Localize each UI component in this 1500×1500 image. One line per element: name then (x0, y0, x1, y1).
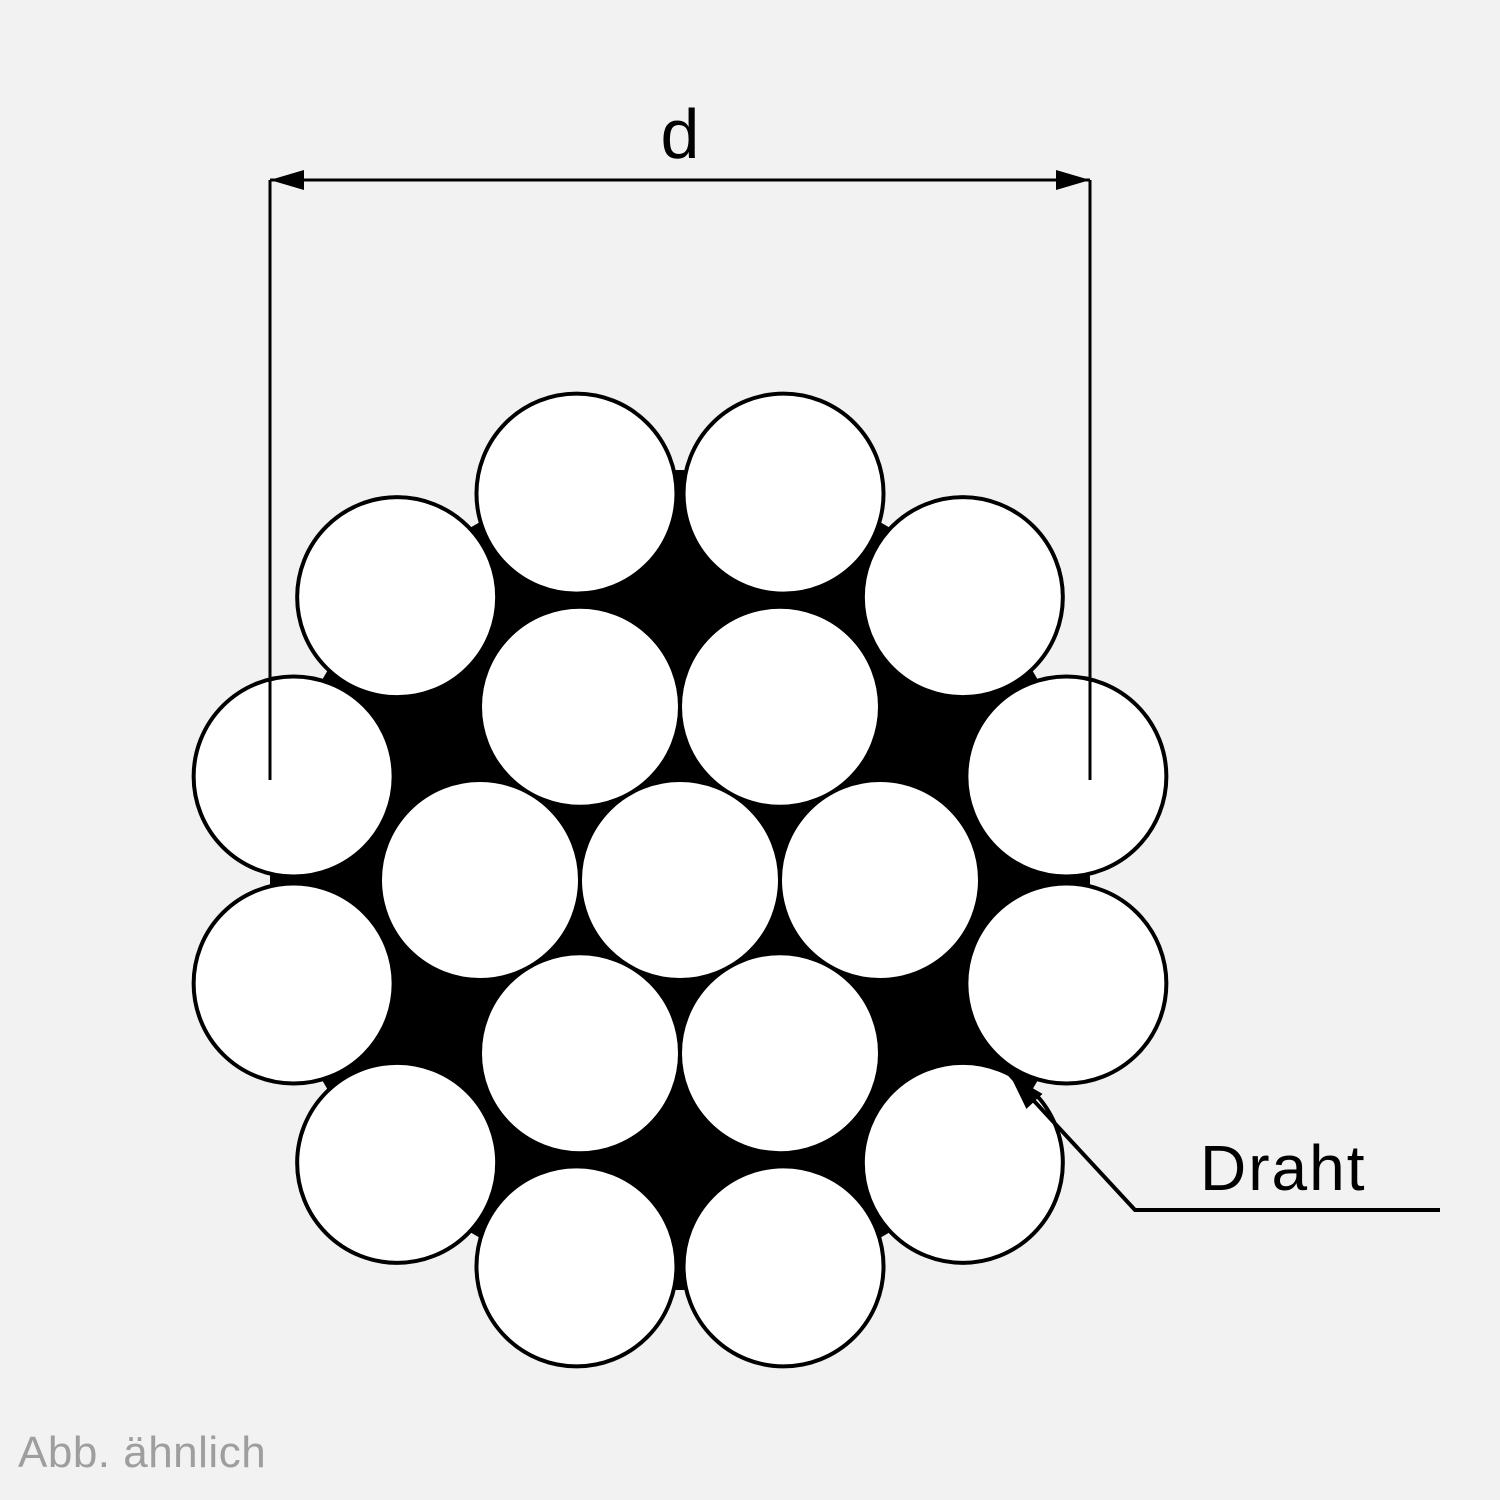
wire-circle (194, 676, 394, 876)
wire-circle (684, 394, 884, 594)
wire-circle (476, 394, 676, 594)
annot-label-draht: Draht (1200, 1132, 1367, 1204)
dim-label-d: d (661, 95, 700, 173)
wire-circle (966, 884, 1166, 1084)
wire-circle (297, 1063, 497, 1263)
wire-circle (480, 953, 680, 1153)
wire-circle (194, 884, 394, 1084)
wire-circle (966, 676, 1166, 876)
dim-arrow-right (1056, 170, 1090, 190)
wire-circle (680, 607, 880, 807)
diagram-svg: d Draht (0, 0, 1500, 1500)
wire-circle (380, 780, 580, 980)
wire-circle (580, 780, 780, 980)
wire-circle (680, 953, 880, 1153)
wire-circle (780, 780, 980, 980)
wire-circle (297, 497, 497, 697)
diagram-stage: d Draht Abb. ähnlich (0, 0, 1500, 1500)
wire-circle (480, 607, 680, 807)
figure-caption: Abb. ähnlich (18, 1428, 266, 1478)
wire-circle (684, 1166, 884, 1366)
wire-circle (476, 1166, 676, 1366)
wire-circle (863, 497, 1063, 697)
dim-arrow-left (270, 170, 304, 190)
